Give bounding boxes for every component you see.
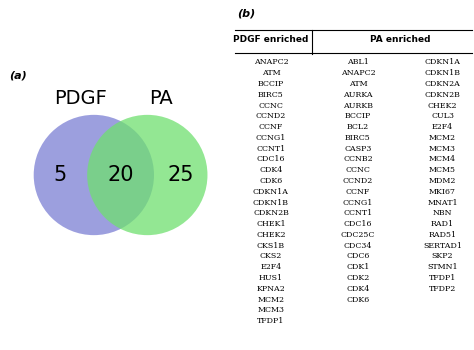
Text: STMN1: STMN1: [427, 263, 458, 271]
Text: MDM2: MDM2: [429, 177, 456, 185]
Text: BCL2: BCL2: [347, 123, 369, 131]
Text: NBN: NBN: [433, 209, 452, 217]
Text: MNAT1: MNAT1: [427, 198, 458, 206]
Text: 5: 5: [54, 165, 67, 185]
Text: CDC16: CDC16: [344, 220, 372, 228]
Text: BCCIP: BCCIP: [345, 112, 371, 120]
Text: AURKB: AURKB: [343, 102, 373, 110]
Text: MCM3: MCM3: [429, 145, 456, 153]
Text: CCNT1: CCNT1: [256, 145, 285, 153]
Text: CCNF: CCNF: [259, 123, 283, 131]
Text: CCNG1: CCNG1: [256, 134, 286, 142]
Text: CDK6: CDK6: [259, 177, 283, 185]
Text: RAD51: RAD51: [428, 231, 456, 239]
Text: CDK1: CDK1: [346, 263, 370, 271]
Text: CDK2: CDK2: [346, 274, 370, 282]
Text: RAD1: RAD1: [431, 220, 454, 228]
Text: MKI67: MKI67: [429, 188, 456, 196]
Text: PDGF: PDGF: [54, 89, 107, 108]
Text: CDC25C: CDC25C: [341, 231, 375, 239]
Text: AURKA: AURKA: [343, 91, 373, 99]
Text: CCNC: CCNC: [258, 102, 283, 110]
Text: ANAPC2: ANAPC2: [341, 69, 375, 77]
Text: BIRC5: BIRC5: [258, 91, 284, 99]
Text: CDKN2B: CDKN2B: [425, 91, 461, 99]
Text: SERTAD1: SERTAD1: [423, 242, 462, 250]
Text: SKP2: SKP2: [432, 252, 453, 260]
Text: HUS1: HUS1: [259, 274, 283, 282]
Text: E2F4: E2F4: [260, 263, 282, 271]
Text: ABL1: ABL1: [347, 58, 369, 66]
Text: ATM: ATM: [349, 80, 367, 88]
Text: CASP3: CASP3: [344, 145, 372, 153]
Text: MCM2: MCM2: [257, 296, 284, 303]
Text: TFDP1: TFDP1: [257, 317, 284, 325]
Text: ATM: ATM: [262, 69, 280, 77]
Text: CCNG1: CCNG1: [343, 198, 373, 206]
Text: CKS2: CKS2: [260, 252, 282, 260]
Text: CCND2: CCND2: [343, 177, 373, 185]
Text: BIRC5: BIRC5: [345, 134, 371, 142]
Text: MCM5: MCM5: [429, 166, 456, 174]
Text: PDGF enriched: PDGF enriched: [233, 35, 309, 44]
Text: CDC16: CDC16: [257, 155, 285, 163]
Text: CDK4: CDK4: [346, 285, 370, 293]
Text: E2F4: E2F4: [432, 123, 453, 131]
Text: 25: 25: [167, 165, 194, 185]
Circle shape: [87, 115, 208, 235]
Text: CDKN1B: CDKN1B: [425, 69, 461, 77]
Text: CKS1B: CKS1B: [257, 242, 285, 250]
Text: CHEK1: CHEK1: [256, 220, 286, 228]
Text: CDC6: CDC6: [346, 252, 370, 260]
Text: MCM2: MCM2: [429, 134, 456, 142]
Text: CUL3: CUL3: [431, 112, 454, 120]
Text: CCND2: CCND2: [256, 112, 286, 120]
Text: 20: 20: [107, 165, 134, 185]
Text: CCNF: CCNF: [346, 188, 370, 196]
Text: BCCIP: BCCIP: [258, 80, 284, 88]
Text: CDKN2A: CDKN2A: [425, 80, 461, 88]
Text: CCNT1: CCNT1: [343, 209, 373, 217]
Text: MCM4: MCM4: [429, 155, 456, 163]
Text: CHEK2: CHEK2: [428, 102, 457, 110]
Circle shape: [34, 115, 154, 235]
Text: PA enriched: PA enriched: [370, 35, 430, 44]
Text: MCM3: MCM3: [257, 306, 284, 314]
Text: CDKN2B: CDKN2B: [253, 209, 289, 217]
Text: CCNB2: CCNB2: [343, 155, 373, 163]
Text: ANAPC2: ANAPC2: [254, 58, 288, 66]
Text: CDKN1A: CDKN1A: [425, 58, 461, 66]
Text: CHEK2: CHEK2: [256, 231, 286, 239]
Text: KPNA2: KPNA2: [256, 285, 285, 293]
Text: CDK6: CDK6: [346, 296, 370, 303]
Text: CDC34: CDC34: [344, 242, 372, 250]
Text: (a): (a): [9, 70, 27, 80]
Text: TFDP2: TFDP2: [429, 285, 456, 293]
Text: CDKN1A: CDKN1A: [253, 188, 289, 196]
Text: TFDP1: TFDP1: [429, 274, 456, 282]
Text: (b): (b): [237, 9, 255, 19]
Text: CCNC: CCNC: [346, 166, 370, 174]
Text: PA: PA: [149, 89, 173, 108]
Text: CDKN1B: CDKN1B: [253, 198, 289, 206]
Text: CDK4: CDK4: [259, 166, 283, 174]
